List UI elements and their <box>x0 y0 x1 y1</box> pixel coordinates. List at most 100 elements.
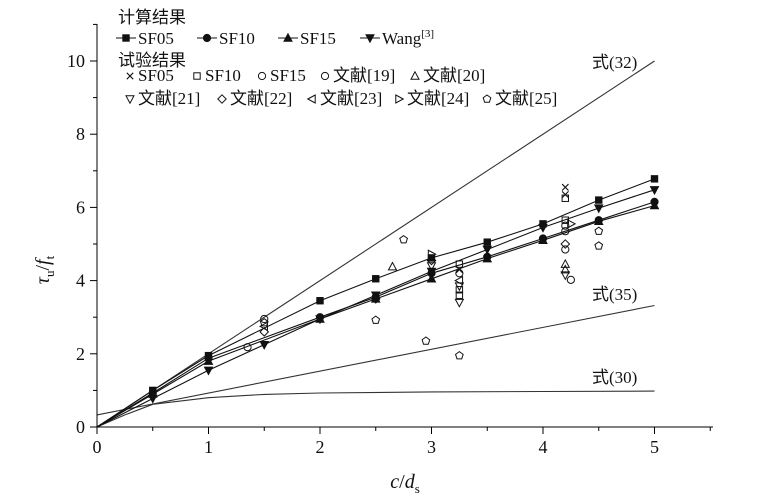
y-tick-label: 10 <box>67 51 85 71</box>
test-series-ref-25 <box>259 226 604 360</box>
annotation-eq30: 式(30) <box>592 368 637 387</box>
legend-test-ref-19: 文献[19] <box>320 66 395 85</box>
calc-point <box>426 273 437 283</box>
test-point <box>426 262 437 272</box>
x-stroke <box>561 183 569 191</box>
formula-curve-2 <box>96 304 655 416</box>
test-point <box>387 261 398 271</box>
legend-label: SF15 <box>270 66 306 85</box>
x-tick-label: 2 <box>316 437 325 457</box>
test-point <box>455 269 464 278</box>
formula-curves <box>96 60 655 428</box>
legend: 计算结果 SF05 SF10 SF15 Wang[3] 试验结果 SF05 SF10 SF… <box>116 8 557 108</box>
legend-marker <box>320 71 330 81</box>
x-tick-label: 4 <box>539 437 548 457</box>
calc-point <box>315 315 325 325</box>
test-series-ref-19 <box>455 245 570 278</box>
legend-marker <box>122 34 130 42</box>
test-point <box>561 245 570 254</box>
calc-point <box>593 204 604 214</box>
calc-point <box>316 297 324 305</box>
calc-point <box>538 223 548 233</box>
calc-point <box>370 291 381 301</box>
test-point <box>399 234 409 244</box>
test-point <box>421 336 431 345</box>
y-ticks: 0 2 4 6 8 10 <box>67 23 97 437</box>
legend-marker <box>395 94 405 104</box>
legend-label: SF10 <box>219 29 255 48</box>
calc-series <box>96 175 660 428</box>
legend-label: 文献[20] <box>423 66 485 85</box>
axes: 0 1 2 3 4 5 0 2 4 6 8 10 <box>67 23 713 457</box>
legend-label: SF05 <box>138 66 174 85</box>
legend-marker <box>482 94 492 103</box>
test-point <box>427 249 437 260</box>
calc-point <box>482 245 493 255</box>
test-point <box>560 239 571 249</box>
calc-line-sf10 <box>96 201 655 428</box>
legend-marker <box>193 72 201 80</box>
test-point <box>258 321 268 332</box>
y-tick-label: 8 <box>76 124 85 144</box>
formula-curve-1 <box>96 60 655 428</box>
legend-test-ref-21: 文献[21] <box>125 89 200 108</box>
formula-curve-3 <box>96 390 655 428</box>
test-series-ref-20 <box>387 258 571 274</box>
test-point <box>455 260 464 268</box>
x-tick-label: 1 <box>204 437 213 457</box>
test-point <box>566 275 575 284</box>
legend-marker <box>283 32 293 42</box>
legend-marker <box>217 94 227 104</box>
legend-test-ref-25: 文献[25] <box>482 89 557 108</box>
test-point <box>454 351 464 360</box>
calc-point <box>649 200 660 210</box>
plot-area <box>96 60 660 428</box>
x-tick-label: 5 <box>650 437 659 457</box>
calc-point <box>649 186 660 196</box>
test-point <box>243 343 252 352</box>
x-tick-label: 0 <box>93 437 102 457</box>
legend-test-entries: SF05 SF10 SF15 文献[19] 文献[20] 文献[21] 文献[22] 文献[2… <box>125 66 557 108</box>
test-point <box>560 258 571 268</box>
x-axis-label: c/ds <box>390 471 420 496</box>
annotation-eq35: 式(35) <box>592 285 637 304</box>
test-point <box>560 271 571 281</box>
calc-series-sf15 <box>96 200 660 428</box>
calc-point <box>203 355 214 365</box>
x-ticks: 0 1 2 3 4 5 <box>93 427 711 457</box>
legend-test-sf15: SF15 <box>257 66 306 85</box>
calc-point <box>483 238 491 246</box>
annotation-eq32: 式(32) <box>592 53 637 72</box>
legend-marker <box>125 95 135 105</box>
legend-marker <box>365 34 375 44</box>
legend-calc-sf10: SF10 <box>197 29 255 48</box>
test-series-sf15 <box>243 221 575 352</box>
test-series-ref-24 <box>427 219 577 260</box>
test-point <box>426 255 437 266</box>
legend-label: 文献[22] <box>230 89 292 108</box>
test-point <box>594 241 604 250</box>
legend-title-calc: 计算结果 <box>118 8 186 27</box>
test-point <box>561 194 569 202</box>
test-point <box>455 291 464 299</box>
calc-point <box>372 275 380 283</box>
test-point <box>259 318 269 327</box>
legend-marker <box>410 70 420 80</box>
calc-point <box>482 253 493 263</box>
calc-point <box>203 366 214 376</box>
calc-point <box>593 216 604 226</box>
calc-point <box>538 235 548 245</box>
test-point <box>370 293 381 304</box>
legend-label: SF05 <box>138 29 174 48</box>
legend-label: 文献[25] <box>495 89 557 108</box>
legend-label: 文献[24] <box>407 89 469 108</box>
test-point <box>561 221 570 230</box>
test-series-ref-23 <box>258 275 464 332</box>
test-point <box>455 286 464 294</box>
test-point <box>454 298 465 308</box>
legend-test-ref-22: 文献[22] <box>217 89 292 108</box>
test-point <box>260 314 269 324</box>
calc-line-sf15 <box>96 205 655 428</box>
test-point <box>567 219 577 229</box>
